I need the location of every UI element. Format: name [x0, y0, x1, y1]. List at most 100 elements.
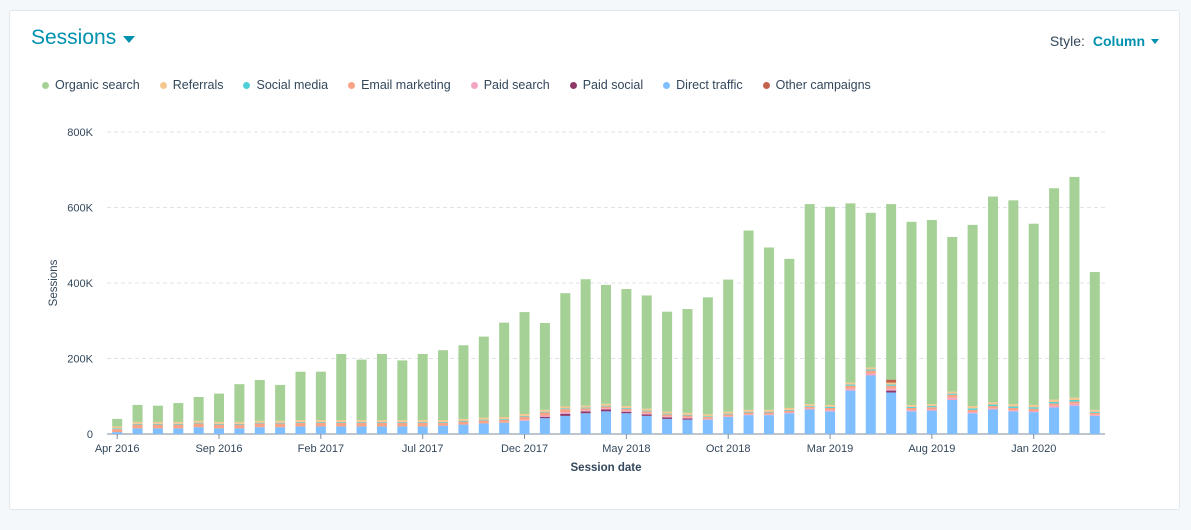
bar-direct-traffic[interactable] [499, 422, 510, 434]
bar-email-marketing[interactable] [804, 406, 815, 409]
bar-organic-search[interactable] [1028, 223, 1039, 405]
bar-organic-search[interactable] [987, 196, 998, 403]
bar-email-marketing[interactable] [275, 423, 286, 428]
bar-social-media[interactable] [865, 369, 876, 371]
bar-direct-traffic[interactable] [784, 413, 795, 434]
bar-organic-search[interactable] [743, 230, 754, 410]
bar-social-media[interactable] [1089, 411, 1100, 413]
bar-email-marketing[interactable] [1069, 401, 1080, 404]
bar-referrals[interactable] [356, 420, 367, 422]
bar-social-media[interactable] [295, 421, 306, 423]
bar-email-marketing[interactable] [865, 370, 876, 374]
bar-email-marketing[interactable] [417, 422, 428, 427]
bar-email-marketing[interactable] [112, 429, 123, 433]
bar-organic-search[interactable] [1089, 272, 1100, 410]
bar-referrals[interactable] [315, 420, 326, 422]
bar-organic-search[interactable] [539, 323, 550, 410]
bar-organic-search[interactable] [702, 297, 713, 415]
bar-social-media[interactable] [641, 410, 652, 412]
bar-paid-social[interactable] [539, 417, 550, 419]
bar-direct-traffic[interactable] [336, 426, 347, 434]
bar-email-marketing[interactable] [601, 406, 611, 409]
bar-social-media[interactable] [1049, 401, 1060, 404]
bar-organic-search[interactable] [641, 295, 652, 409]
bar-referrals[interactable] [702, 414, 713, 417]
bar-email-marketing[interactable] [539, 412, 550, 416]
bar-paid-search[interactable] [723, 416, 734, 418]
bar-direct-traffic[interactable] [763, 415, 774, 435]
bar-paid-social[interactable] [601, 409, 611, 412]
bar-organic-search[interactable] [926, 219, 937, 405]
bar-direct-traffic[interactable] [804, 409, 815, 434]
bar-social-media[interactable] [621, 407, 632, 409]
bar-organic-search[interactable] [234, 384, 245, 422]
bar-paid-search[interactable] [580, 410, 591, 412]
bar-referrals[interactable] [376, 420, 387, 422]
bar-referrals[interactable] [743, 409, 754, 412]
bar-organic-search[interactable] [417, 353, 428, 421]
legend-item-social-media[interactable]: Social media [243, 78, 328, 92]
bar-referrals[interactable] [662, 411, 673, 414]
bar-email-marketing[interactable] [845, 385, 856, 389]
bar-referrals[interactable] [234, 421, 245, 424]
legend-item-paid-social[interactable]: Paid social [569, 78, 643, 92]
bar-direct-traffic[interactable] [478, 423, 489, 434]
legend-item-paid-search[interactable]: Paid search [470, 78, 550, 92]
bar-organic-search[interactable] [662, 311, 673, 412]
bar-referrals[interactable] [1069, 397, 1080, 401]
bar-organic-search[interactable] [886, 204, 897, 380]
bar-organic-search[interactable] [254, 380, 265, 421]
bar-paid-search[interactable] [784, 412, 795, 414]
bar-direct-traffic[interactable] [845, 390, 856, 434]
bar-social-media[interactable] [112, 428, 123, 430]
bar-social-media[interactable] [682, 414, 693, 416]
bar-email-marketing[interactable] [336, 422, 347, 427]
bar-referrals[interactable] [967, 406, 978, 409]
bar-direct-traffic[interactable] [152, 428, 163, 434]
bar-social-media[interactable] [539, 411, 550, 413]
bar-direct-traffic[interactable] [356, 426, 367, 434]
bar-referrals[interactable] [458, 418, 469, 421]
bar-direct-traffic[interactable] [173, 428, 184, 434]
bar-email-marketing[interactable] [763, 412, 774, 415]
legend-item-other-campaigns[interactable]: Other campaigns [762, 78, 871, 92]
bar-direct-traffic[interactable] [560, 415, 571, 434]
bar-direct-traffic[interactable] [458, 424, 469, 434]
bar-social-media[interactable] [825, 406, 836, 408]
bar-referrals[interactable] [539, 409, 550, 412]
bar-social-media[interactable] [478, 419, 489, 421]
bar-paid-search[interactable] [601, 408, 611, 410]
bar-social-media[interactable] [132, 423, 143, 425]
bar-social-media[interactable] [845, 384, 856, 386]
bar-direct-traffic[interactable] [662, 418, 673, 434]
bar-direct-traffic[interactable] [539, 418, 550, 434]
bar-paid-search[interactable] [682, 417, 693, 419]
bar-social-media[interactable] [560, 408, 571, 410]
bar-email-marketing[interactable] [926, 407, 937, 410]
bar-referrals[interactable] [641, 408, 652, 411]
bar-paid-search[interactable] [621, 410, 632, 412]
bar-paid-search[interactable] [886, 388, 897, 391]
bar-email-marketing[interactable] [641, 411, 652, 414]
bar-organic-search[interactable] [356, 359, 367, 421]
bar-email-marketing[interactable] [173, 424, 184, 429]
bar-direct-traffic[interactable] [886, 392, 897, 434]
bar-paid-search[interactable] [804, 408, 815, 410]
bar-organic-search[interactable] [967, 224, 978, 407]
bar-social-media[interactable] [173, 423, 184, 425]
bar-organic-search[interactable] [865, 212, 876, 368]
bar-paid-search[interactable] [825, 410, 836, 412]
bar-organic-search[interactable] [214, 393, 225, 422]
bar-email-marketing[interactable] [1028, 408, 1039, 411]
bar-paid-search[interactable] [763, 414, 774, 416]
bar-social-media[interactable] [336, 421, 347, 423]
bar-social-media[interactable] [886, 384, 897, 386]
bar-paid-social[interactable] [682, 418, 693, 420]
bar-email-marketing[interactable] [478, 420, 489, 424]
bar-social-media[interactable] [458, 420, 469, 422]
bar-organic-search[interactable] [1049, 188, 1060, 400]
bar-email-marketing[interactable] [132, 424, 143, 429]
bar-referrals[interactable] [784, 407, 795, 410]
bar-email-marketing[interactable] [519, 416, 530, 420]
bar-direct-traffic[interactable] [1069, 405, 1080, 434]
